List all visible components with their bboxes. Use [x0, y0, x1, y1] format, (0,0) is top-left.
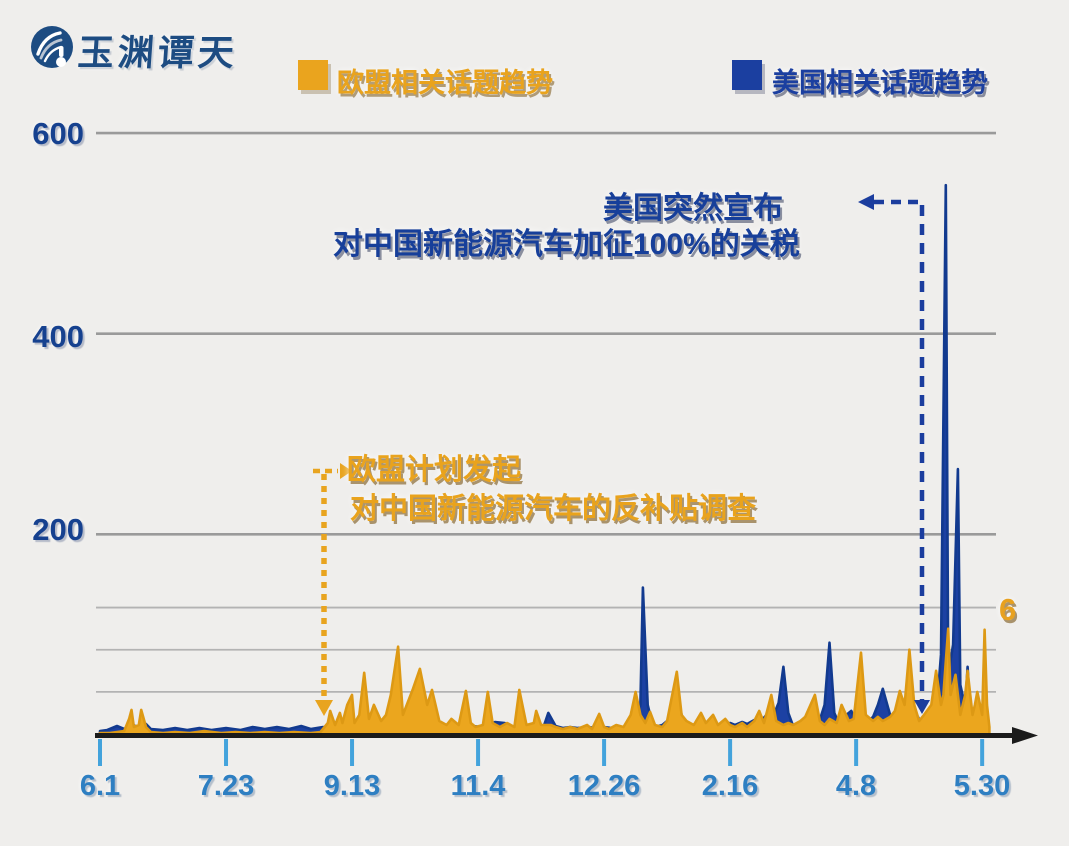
- annotation-us-line1: 美国突然宣布: [603, 192, 783, 225]
- y-tick-600: 600: [32, 116, 84, 151]
- x-tick-11-4: 11.4: [450, 770, 506, 802]
- y-tick-400: 400: [32, 319, 84, 354]
- y-tick-200: 200: [32, 512, 84, 547]
- legend-eu-swatch: [298, 60, 328, 90]
- legend-us-swatch: [732, 60, 762, 90]
- logo-icon: [31, 26, 73, 68]
- x-tick-6-1: 6.1: [79, 770, 121, 802]
- annotation-us-line2: 对中国新能源汽车加征100%的关税: [333, 228, 800, 261]
- x-tick-9-13: 9.13: [323, 770, 381, 802]
- legend-eu-label: 欧盟相关话题趋势: [337, 68, 553, 98]
- legend-us-label: 美国相关话题趋势: [772, 68, 988, 98]
- logo-text: 玉渊谭天: [76, 32, 240, 73]
- x-tick-5-30: 5.30: [953, 770, 1011, 802]
- annotation-eu-line1: 欧盟计划发起: [347, 454, 522, 486]
- x-tick-12-26: 12.26: [567, 770, 641, 802]
- x-tick-4-8: 4.8: [835, 770, 877, 802]
- x-tick-2-16: 2.16: [701, 770, 759, 802]
- right-edge-value-label: 6: [999, 592, 1017, 627]
- x-tick-7-23: 7.23: [197, 770, 255, 802]
- annotation-eu-line2: 对中国新能源汽车的反补贴调查: [350, 493, 757, 525]
